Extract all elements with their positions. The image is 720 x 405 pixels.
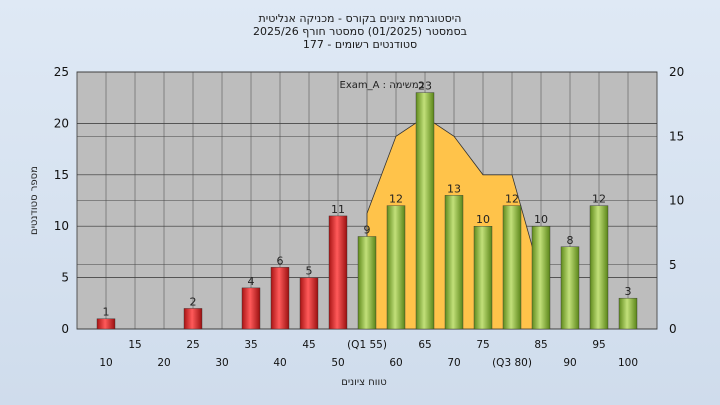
bar-50 xyxy=(328,215,348,330)
bar-100 xyxy=(618,297,638,330)
y-tick-10: 10 xyxy=(54,219,69,233)
x-tick-bottom-6: 70 xyxy=(447,357,460,369)
x-tick-bottom-7: (Q3 80) xyxy=(492,357,532,369)
bar-10 xyxy=(96,318,116,330)
y2-tick-5: 5 xyxy=(669,258,677,272)
data-label-55: 9 xyxy=(364,223,371,236)
x-tick-bottom-1: 20 xyxy=(157,357,170,369)
x-tick-top-3: 45 xyxy=(302,339,315,351)
x-tick-top-1: 25 xyxy=(186,339,199,351)
x-tick-top-7: 85 xyxy=(534,339,547,351)
x-tick-top-4: (Q1 55) xyxy=(347,339,387,351)
data-label-75: 10 xyxy=(476,213,490,226)
bar-45 xyxy=(299,277,319,330)
data-label-80: 12 xyxy=(505,193,519,206)
data-label-60: 12 xyxy=(389,193,403,206)
x-tick-top-5: 65 xyxy=(418,339,431,351)
bar-95 xyxy=(589,205,609,330)
data-label-90: 8 xyxy=(567,234,574,247)
bar-40 xyxy=(270,267,290,330)
y-axis-ticks: 0 5 10 15 20 25 xyxy=(54,65,69,336)
data-label-25: 2 xyxy=(190,295,197,308)
chart-annotation: Exam_A : במשימה xyxy=(340,80,425,91)
bar-25 xyxy=(183,308,203,330)
bar-35 xyxy=(241,287,261,330)
bar-65 xyxy=(415,92,435,330)
x-tick-bottom-0: 10 xyxy=(99,357,112,369)
y2-axis-ticks: 0 5 10 15 20 xyxy=(669,65,684,336)
chart-title-line1: היסטוגרמת ציונים בקורס - מכניקה אנליטית xyxy=(258,12,462,25)
x-tick-bottom-3: 40 xyxy=(273,357,286,369)
y-tick-15: 15 xyxy=(54,168,69,182)
bar-90 xyxy=(560,246,580,330)
y-tick-0: 0 xyxy=(61,322,69,336)
chart-title-line3: סטודנטים רשומים - 177 xyxy=(302,38,418,51)
y-tick-20: 20 xyxy=(54,116,69,130)
data-label-65: 23 xyxy=(418,80,432,93)
x-tick-top-2: 35 xyxy=(244,339,257,351)
x-tick-bottom-8: 90 xyxy=(563,357,576,369)
bar-80 xyxy=(502,205,522,330)
y2-tick-10: 10 xyxy=(669,194,684,208)
x-tick-top-8: 95 xyxy=(592,339,605,351)
y2-tick-0: 0 xyxy=(669,322,677,336)
data-label-35: 4 xyxy=(248,275,255,288)
y-tick-25: 25 xyxy=(54,65,69,79)
bars xyxy=(96,92,638,330)
data-label-40: 6 xyxy=(277,254,284,267)
y2-tick-20: 20 xyxy=(669,65,684,79)
data-label-95: 12 xyxy=(592,193,606,206)
data-label-70: 13 xyxy=(447,182,461,195)
x-axis-label: טווח ציונים xyxy=(341,377,386,388)
x-tick-top-6: 75 xyxy=(476,339,489,351)
y2-tick-15: 15 xyxy=(669,129,684,143)
x-tick-bottom-9: 100 xyxy=(618,357,638,369)
x-tick-bottom-5: 60 xyxy=(389,357,402,369)
y-axis-label: מספר סטודנטים xyxy=(29,166,40,235)
bar-85 xyxy=(531,225,551,330)
bar-75 xyxy=(473,225,493,330)
data-label-45: 5 xyxy=(306,265,313,278)
x-tick-bottom-4: 50 xyxy=(331,357,344,369)
bar-70 xyxy=(444,195,464,330)
data-label-85: 10 xyxy=(534,213,548,226)
x-tick-bottom-2: 30 xyxy=(215,357,228,369)
data-label-100: 3 xyxy=(625,285,632,298)
data-label-50: 11 xyxy=(331,203,345,216)
x-axis-ticks: 15 25 35 45 (Q1 55) 65 75 85 95 10 20 30 40 50 60 70 (Q3… xyxy=(99,339,638,369)
chart-title-line2: בסמסטר (01/2025) סמסטר חורף 2025/26 xyxy=(253,25,467,38)
x-tick-top-0: 15 xyxy=(128,339,141,351)
bar-60 xyxy=(386,205,406,330)
bar-55 xyxy=(357,236,377,330)
y-tick-5: 5 xyxy=(61,271,69,285)
data-label-10: 1 xyxy=(103,306,110,319)
